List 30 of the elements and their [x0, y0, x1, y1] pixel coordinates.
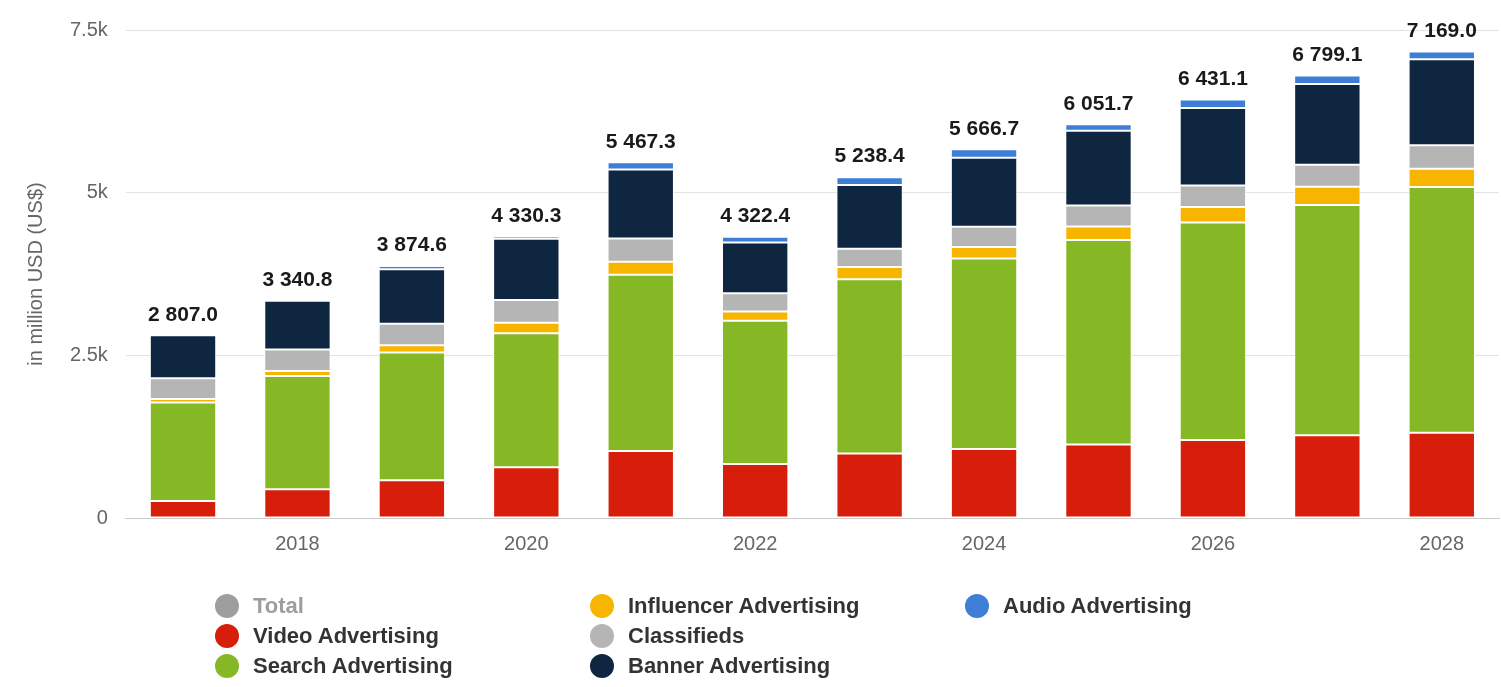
- legend-label: Total: [253, 593, 304, 619]
- total-label: 4 322.4: [720, 203, 791, 227]
- legend-label: Audio Advertising: [1003, 593, 1192, 619]
- total-label: 5 666.7: [949, 115, 1020, 139]
- x-tick-label: 2020: [504, 531, 549, 554]
- legend-label: Search Advertising: [253, 653, 453, 679]
- legend-label: Video Advertising: [253, 623, 439, 649]
- x-tick-label: 2024: [961, 531, 1007, 554]
- y-tick-label: 5k: [86, 180, 109, 203]
- y-tick-label: 0: [96, 505, 108, 528]
- total-label: 2 807.0: [147, 301, 219, 325]
- legend-label: Banner Advertising: [628, 653, 831, 679]
- total-label: 4 330.3: [491, 202, 562, 226]
- x-tick-label: 2026: [1190, 531, 1236, 554]
- legend-label: Classifieds: [628, 623, 745, 649]
- total-label: 5 467.3: [605, 128, 676, 152]
- x-tick-label: 2022: [732, 531, 778, 554]
- total-label: 6 799.1: [1292, 41, 1363, 65]
- y-tick-label: 2.5k: [69, 342, 109, 365]
- total-label: 6 051.7: [1063, 90, 1134, 114]
- x-tick-label: 2028: [1419, 531, 1465, 554]
- total-label: 7 169.0: [1406, 17, 1477, 41]
- legend-label: Influencer Advertising: [628, 593, 860, 619]
- total-label: 3 874.6: [376, 232, 447, 256]
- y-tick-label: 7.5k: [69, 17, 109, 40]
- y-axis-title: in million USD (US$): [23, 182, 46, 366]
- total-label: 3 340.8: [262, 266, 333, 290]
- total-label: 5 238.4: [834, 143, 905, 167]
- x-tick-label: 2018: [275, 531, 320, 554]
- total-label: 6 431.1: [1177, 65, 1249, 89]
